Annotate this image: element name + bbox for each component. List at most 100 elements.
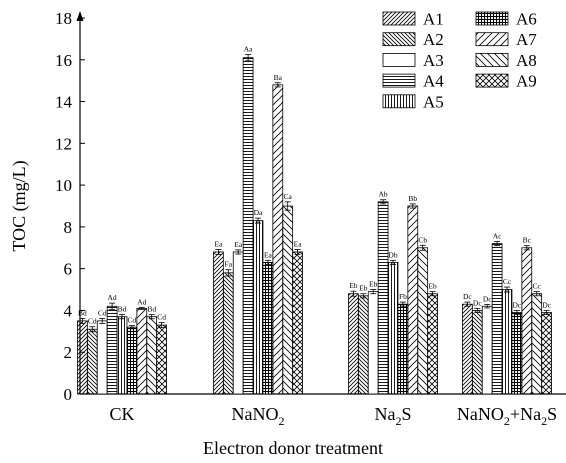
significance-label: Cd bbox=[88, 317, 97, 326]
significance-label: Cd bbox=[128, 315, 137, 324]
significance-label: Bc bbox=[523, 236, 532, 245]
bar[interactable] bbox=[407, 205, 419, 395]
legend-label: A5 bbox=[423, 92, 444, 111]
x-axis-title: Electron donor treatment bbox=[203, 438, 383, 458]
significance-label: Fa bbox=[225, 260, 233, 269]
significance-label: Ea bbox=[234, 240, 243, 249]
bar[interactable] bbox=[397, 303, 409, 395]
bar[interactable] bbox=[96, 320, 108, 395]
bar[interactable] bbox=[252, 220, 264, 395]
bar[interactable] bbox=[377, 201, 389, 395]
significance-label: Dc bbox=[513, 300, 522, 309]
bar[interactable] bbox=[511, 312, 523, 395]
significance-label: Eb bbox=[359, 284, 368, 293]
bar[interactable] bbox=[357, 295, 369, 395]
y-tick-label: 2 bbox=[64, 343, 73, 362]
significance-label: Dc bbox=[542, 300, 551, 309]
plot-area: 0 2 4 6 8 10 12 14 16 18 TOC (mg/L) Electron donor … bbox=[9, 9, 566, 458]
significance-label: Dc bbox=[483, 295, 492, 304]
significance-label: Ea bbox=[214, 239, 223, 248]
significance-label: Eb bbox=[349, 281, 358, 290]
bar[interactable] bbox=[106, 305, 118, 395]
significance-label: Eb bbox=[428, 282, 437, 291]
bar[interactable] bbox=[462, 303, 473, 395]
bar[interactable] bbox=[136, 307, 148, 395]
bar[interactable] bbox=[232, 251, 244, 395]
significance-label: Bd bbox=[78, 308, 87, 317]
legend-swatch bbox=[475, 32, 509, 47]
legend-label: A8 bbox=[516, 51, 537, 70]
y-axis-arrow bbox=[76, 11, 84, 21]
bar[interactable] bbox=[242, 57, 254, 395]
significance-label: Cd bbox=[98, 308, 107, 317]
legend-label: A1 bbox=[423, 10, 444, 29]
y-tick-label: 8 bbox=[64, 218, 73, 237]
significance-label: Fb bbox=[399, 292, 407, 301]
bar[interactable] bbox=[348, 293, 359, 395]
legend-label: A3 bbox=[423, 51, 444, 70]
x-tick-label: NaNO2+Na2S bbox=[457, 404, 557, 428]
bar[interactable] bbox=[521, 247, 533, 395]
significance-label: Ea bbox=[264, 250, 273, 259]
significance-label: Ca bbox=[284, 192, 293, 201]
significance-label: Ba bbox=[274, 73, 283, 82]
bar[interactable] bbox=[116, 316, 128, 395]
significance-label: Eb bbox=[369, 280, 378, 289]
y-tick-label: 6 bbox=[64, 260, 73, 279]
bar[interactable] bbox=[272, 84, 284, 395]
bar[interactable] bbox=[541, 312, 552, 395]
bar[interactable] bbox=[86, 328, 98, 395]
legend-label: A7 bbox=[516, 30, 537, 49]
significance-label: Bd bbox=[147, 305, 156, 314]
significance-label: Cc bbox=[533, 282, 542, 291]
y-tick-label: 12 bbox=[55, 134, 72, 153]
bar[interactable] bbox=[126, 326, 138, 395]
bar[interactable] bbox=[387, 261, 399, 395]
y-tick-label: 10 bbox=[55, 176, 72, 195]
significance-label: Cc bbox=[503, 277, 512, 286]
bar[interactable] bbox=[531, 293, 543, 395]
y-tick-label: 16 bbox=[55, 51, 72, 70]
y-tick-label: 4 bbox=[64, 301, 73, 320]
significance-label: Ab bbox=[379, 190, 388, 199]
y-tick-label: 0 bbox=[64, 385, 73, 404]
legend-swatch bbox=[382, 11, 416, 26]
x-tick-label: Na2S bbox=[374, 404, 411, 428]
bar[interactable] bbox=[491, 243, 503, 395]
y-axis-title: TOC (mg/L) bbox=[9, 160, 30, 251]
bar[interactable] bbox=[213, 251, 224, 395]
significance-label: Bd bbox=[118, 305, 127, 314]
bar[interactable] bbox=[427, 293, 438, 395]
significance-label: Ea bbox=[294, 239, 303, 248]
legend-label: A6 bbox=[516, 10, 537, 29]
legend-swatch bbox=[382, 32, 416, 47]
bar[interactable] bbox=[282, 205, 294, 395]
bar[interactable] bbox=[292, 251, 303, 395]
bar[interactable] bbox=[367, 291, 379, 395]
x-tick-label: CK bbox=[109, 404, 134, 424]
y-tick-label: 18 bbox=[55, 9, 72, 28]
bar[interactable] bbox=[501, 289, 513, 395]
bar[interactable] bbox=[481, 305, 493, 395]
significance-label: Db bbox=[388, 250, 397, 259]
bar[interactable] bbox=[77, 320, 88, 395]
significance-label: Bb bbox=[408, 194, 417, 203]
significance-label: Cd bbox=[157, 313, 166, 322]
bar[interactable] bbox=[417, 247, 429, 395]
legend-label: A4 bbox=[423, 72, 444, 91]
significance-label: Ad bbox=[137, 297, 146, 306]
significance-label: Ad bbox=[108, 293, 117, 302]
bar[interactable] bbox=[262, 261, 274, 395]
significance-label: Aa bbox=[244, 45, 253, 54]
significance-label: Ac bbox=[493, 232, 502, 241]
bar[interactable] bbox=[146, 316, 158, 395]
legend-swatch bbox=[382, 73, 416, 88]
legend-swatch bbox=[382, 53, 416, 67]
legend-swatch bbox=[475, 11, 509, 26]
bar[interactable] bbox=[222, 272, 234, 395]
legend-swatch bbox=[475, 73, 509, 88]
bar[interactable] bbox=[156, 324, 167, 395]
significance-label: Dc bbox=[473, 298, 482, 307]
bar[interactable] bbox=[471, 310, 483, 395]
